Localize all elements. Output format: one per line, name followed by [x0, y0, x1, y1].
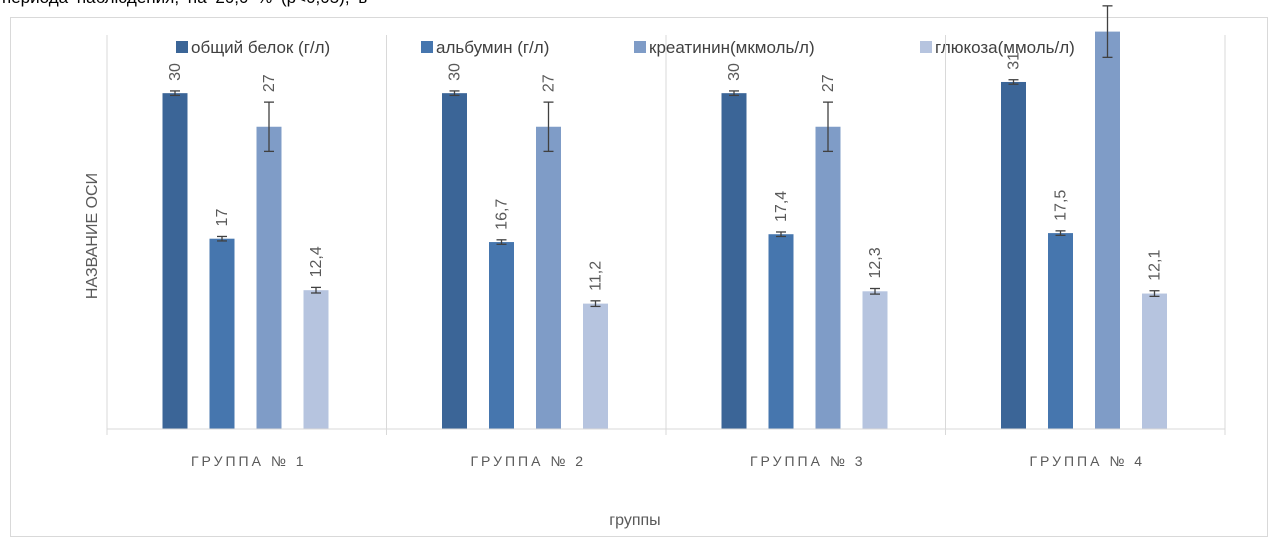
bar	[209, 238, 235, 429]
x-tick-label: ГРУППА № 1	[191, 453, 307, 469]
page-top-text: периода наблюдения, на 20,0 % (р<0,05), …	[2, 0, 367, 8]
bar	[768, 234, 794, 429]
chart-bars: 303030311716,717,417,527272735,512,411,2…	[162, 5, 1167, 430]
bar	[583, 303, 608, 429]
bar	[1142, 293, 1167, 429]
chart-axes: ГРУППА № 1 ГРУППА № 2 ГРУППА № 3 ГРУППА № 4	[106, 35, 1226, 469]
data-label: 17,4	[773, 191, 790, 222]
legend-swatch	[634, 41, 646, 53]
data-label: 17	[214, 209, 231, 227]
data-label: 16,7	[494, 199, 511, 230]
bar	[721, 93, 747, 430]
legend-swatch	[920, 41, 932, 53]
data-label: 12,1	[1147, 250, 1164, 281]
legend-swatch	[421, 41, 433, 53]
legend-label: альбумин (г/л)	[436, 38, 549, 57]
bar	[489, 242, 514, 429]
x-tick-label: ГРУППА № 2	[470, 453, 586, 469]
data-label: 11,2	[588, 261, 605, 291]
data-label: 27	[261, 74, 278, 92]
bar	[1048, 233, 1073, 429]
bar	[1095, 31, 1120, 429]
data-label: 17,5	[1053, 190, 1070, 221]
bar	[256, 126, 282, 429]
chart-legend: общий белок (г/л) альбумин (г/л) креатинин…	[176, 38, 1075, 57]
data-label: 27	[541, 74, 558, 92]
bar	[862, 291, 888, 429]
data-label: 12,3	[867, 247, 884, 278]
bar	[815, 126, 841, 429]
data-label: 12,4	[308, 246, 325, 277]
x-tick-label: ГРУППА № 3	[750, 453, 866, 469]
bar	[162, 93, 188, 430]
data-label: 27	[820, 74, 837, 92]
data-label: 30	[167, 63, 184, 81]
legend-label: общий белок (г/л)	[191, 38, 330, 57]
x-axis-title: группы	[609, 512, 660, 529]
bar	[1001, 81, 1026, 429]
data-label: 30	[726, 63, 743, 81]
x-tick-label: ГРУППА № 4	[1029, 453, 1145, 469]
bar	[303, 290, 329, 429]
data-label: 31	[1006, 52, 1023, 70]
legend-label: креатинин(мкмоль/л)	[649, 38, 815, 57]
legend-label: глюкоза(ммоль/л)	[935, 38, 1075, 57]
y-axis-title: НАЗВАНИЕ ОСИ	[84, 173, 101, 299]
bar	[442, 93, 467, 430]
bar	[536, 126, 561, 429]
data-label: 30	[447, 63, 464, 81]
legend-swatch	[176, 41, 188, 53]
